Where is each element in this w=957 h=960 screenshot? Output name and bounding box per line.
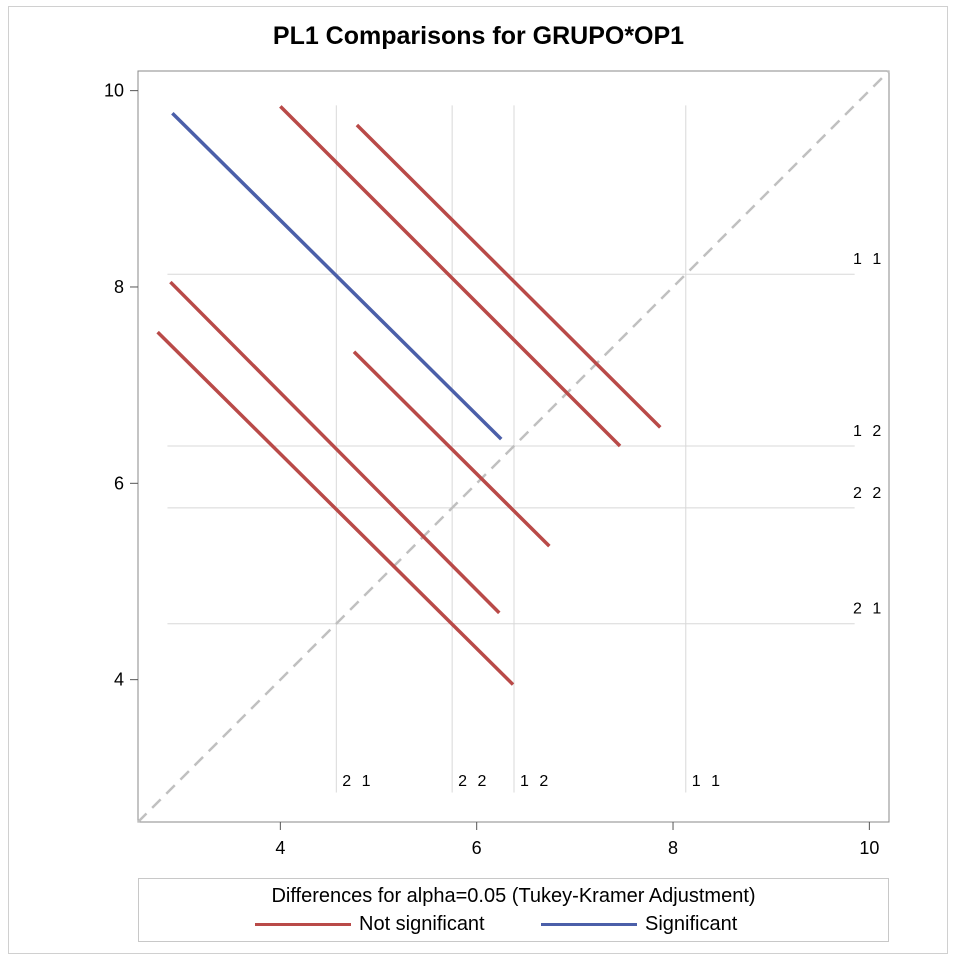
legend-swatch-significant <box>541 923 637 926</box>
vertical-reference-label: 1 1 <box>692 773 723 790</box>
x-tick-label: 6 <box>472 838 482 858</box>
y-tick-label: 10 <box>104 81 124 101</box>
segment-significant <box>171 111 503 441</box>
legend-label-significant: Significant <box>645 913 738 935</box>
plot-border <box>137 70 890 823</box>
x-tick-label: 4 <box>275 838 285 858</box>
legend-item-significant: Significant <box>541 913 737 936</box>
legend-label-not-significant: Not significant <box>359 913 485 935</box>
horizontal-reference-label: 1 2 <box>853 423 884 440</box>
vertical-reference-label: 2 2 <box>458 773 489 790</box>
y-tick-label: 6 <box>114 473 124 493</box>
segment-not-significant <box>279 105 622 448</box>
segment-not-significant <box>156 330 515 686</box>
vertical-reference-label: 1 2 <box>520 773 551 790</box>
segment-not-significant <box>352 350 551 548</box>
x-tick-label: 8 <box>668 838 678 858</box>
legend-title: Differences for alpha=0.05 (Tukey-Kramer… <box>271 885 756 907</box>
vertical-reference-label: 2 1 <box>342 773 373 790</box>
legend-swatch-not-significant <box>255 923 351 926</box>
chart-title: PL1 Comparisons for GRUPO*OP1 <box>272 22 685 50</box>
segment-not-significant <box>169 280 501 615</box>
horizontal-reference-label: 1 1 <box>853 251 884 268</box>
y-tick-label: 4 <box>114 670 124 690</box>
diagonal-reference-line <box>137 70 890 823</box>
chart-frame <box>8 6 948 954</box>
horizontal-reference-label: 2 1 <box>853 601 884 618</box>
x-tick-label: 10 <box>859 838 879 858</box>
horizontal-reference-label: 2 2 <box>853 485 884 502</box>
segment-not-significant <box>355 123 662 429</box>
legend: Differences for alpha=0.05 (Tukey-Kramer… <box>138 878 889 942</box>
y-tick-label: 8 <box>114 277 124 297</box>
legend-item-not-significant: Not significant <box>255 913 485 936</box>
